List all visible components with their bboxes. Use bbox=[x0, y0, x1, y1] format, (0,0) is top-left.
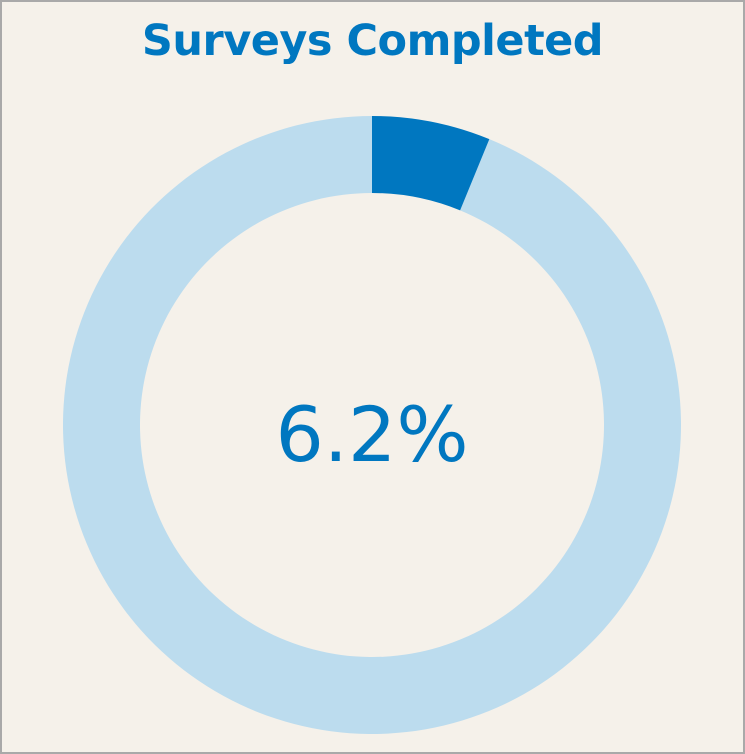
chart-title: Surveys Completed bbox=[141, 16, 604, 66]
donut-filled-arc bbox=[372, 116, 490, 211]
center-value-label: 6.2% bbox=[275, 390, 468, 479]
